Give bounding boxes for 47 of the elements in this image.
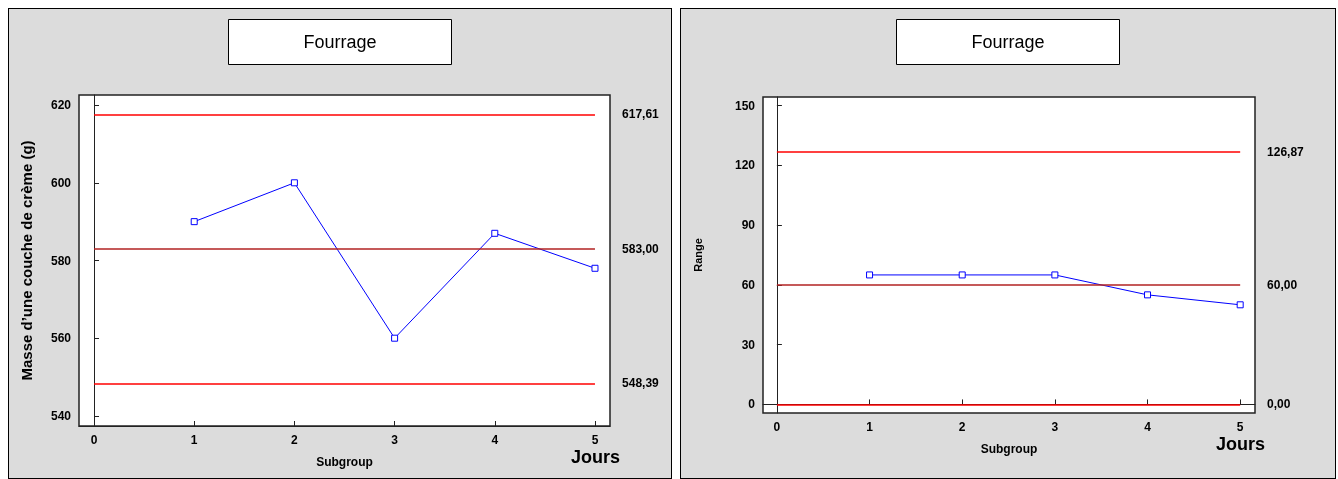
x-tick-label: 1 [866,420,874,434]
x-axis-title: Subgroup [316,455,373,469]
text: Jours [570,447,621,467]
x-tick-label: 2 [958,420,966,434]
y-tick-label: 0 [748,397,756,412]
chart-title: Fourrage [971,32,1045,52]
x-tick-label: 0 [90,433,98,447]
x-tick-label: 5 [591,433,599,447]
x-tick-label: 5 [1236,420,1244,434]
y-axis-title: Masse d’une couche de crème (g) [18,140,35,381]
x-tick-label: 3 [391,433,399,447]
y-tick-label: 580 [50,253,72,268]
y-tick-label: 120 [734,158,756,173]
ref-line-label: 583,00 [622,241,660,256]
point [290,179,298,187]
ref-line-label: 0,00 [1267,397,1291,412]
point [958,271,966,279]
y-tick-label: 560 [50,331,72,346]
x-tick-label: 1 [190,433,198,447]
point [866,271,874,279]
point [491,229,499,237]
point [391,334,399,342]
x-tick-label: 4 [491,433,499,447]
text: Jours [1215,434,1266,454]
y-tick-label: 540 [50,408,72,423]
y-tick-label: 620 [50,98,72,113]
x-tick-label: 3 [1051,420,1059,434]
y-tick-label: 60 [741,277,756,292]
point [190,218,198,226]
point [1236,301,1244,309]
ref-line-label: 548,39 [622,376,660,391]
y-tick-label: 150 [734,98,756,113]
x-tick-label: 4 [1144,420,1152,434]
x-axis-title: Subgroup [980,442,1038,456]
x-tick-label: 2 [291,433,299,447]
y-axis-title: Range [691,238,704,272]
ref-line-label: 60,00 [1267,277,1298,292]
chart-title: Fourrage [303,32,377,52]
point [1144,291,1152,299]
ref-line-label: 617,61 [622,107,660,122]
x-tick-label: 0 [773,420,781,434]
y-tick-label: 30 [741,337,756,352]
point [591,264,599,272]
ref-line-label: 126,87 [1267,144,1305,159]
y-tick-label: 90 [741,218,756,233]
y-tick-label: 600 [50,175,72,190]
point [1051,271,1059,279]
